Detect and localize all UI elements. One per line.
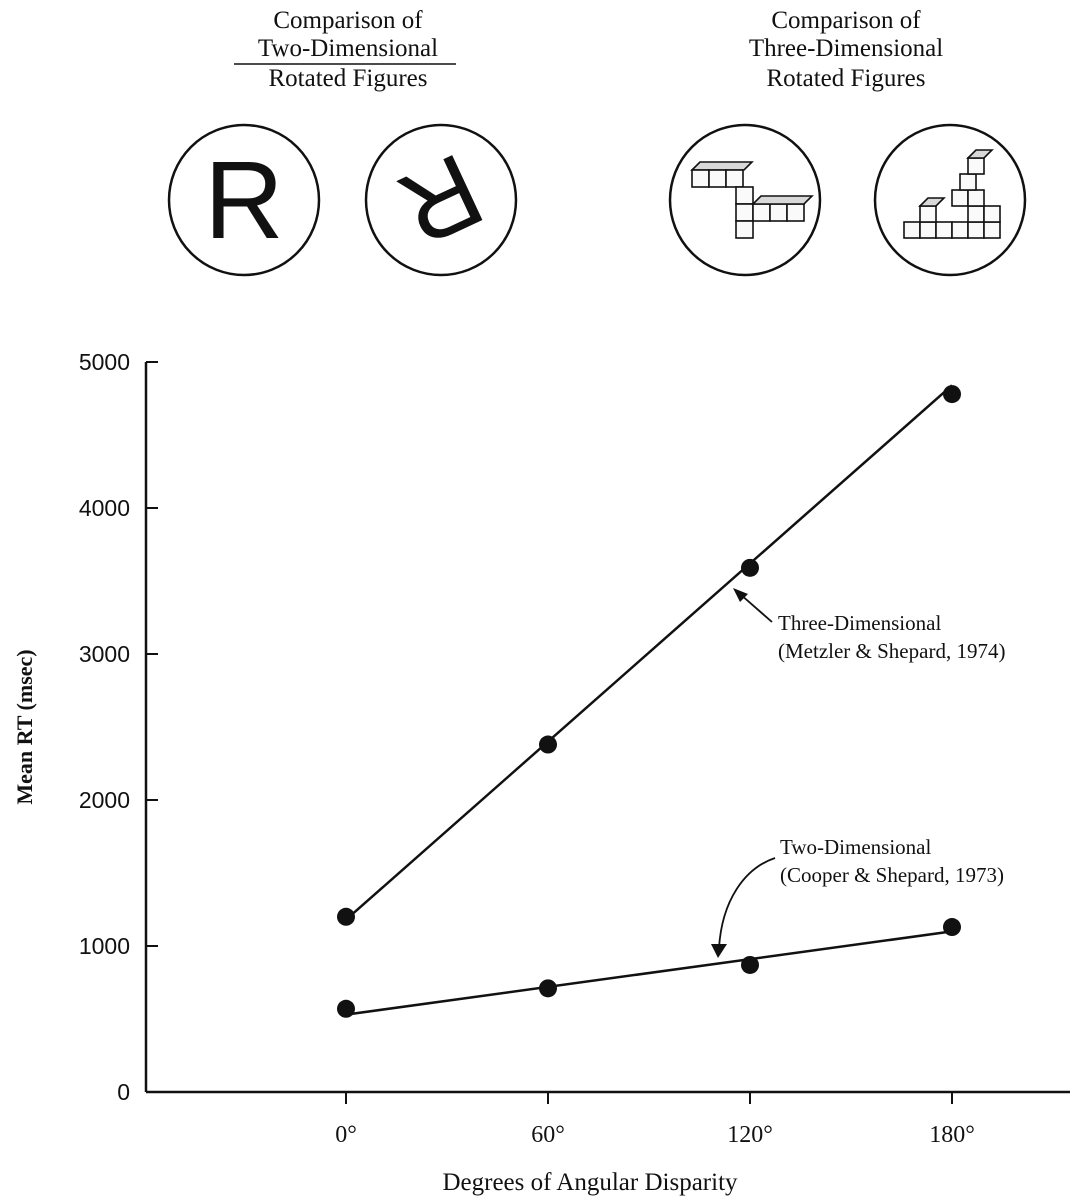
annotation-two-d-arrowhead-icon (711, 944, 727, 958)
y-tick-label: 2000 (79, 787, 130, 813)
y-ticks: 0 1000 2000 3000 4000 5000 (79, 349, 158, 1105)
annotation-two-d-line-2: (Cooper & Shepard, 1973) (780, 863, 1004, 887)
series-line-two_d (345, 930, 953, 1016)
figure-circle (873, 123, 1027, 277)
series-layer (337, 384, 961, 1018)
three-d-header-line-2: Three-Dimensional (749, 35, 943, 62)
data-point-three_d (539, 735, 557, 754)
three-d-header-line-1: Comparison of (771, 7, 921, 34)
annotation-three-d-arrowhead-icon (733, 588, 748, 602)
figure-circle (364, 123, 518, 277)
two-d-header-line-1: Comparison of (273, 7, 423, 34)
x-tick-label: 60° (531, 1122, 565, 1148)
data-point-two_d (741, 955, 759, 974)
annotation-three-d-arrow-line (739, 593, 773, 623)
three-d-header-line-3: Rotated Figures (766, 65, 925, 92)
x-axis-title: Degrees of Angular Disparity (442, 1169, 738, 1196)
y-tick-label: 3000 (79, 641, 130, 667)
x-tick-label: 0° (335, 1122, 357, 1148)
annotation-two-d-arrow-line (718, 857, 776, 949)
rotated-letter-figure: R (364, 123, 518, 277)
y-tick-label: 1000 (79, 933, 130, 959)
cube-structure-icon (903, 149, 1001, 239)
letter-r-rotated: R (382, 131, 499, 268)
figure-circle (668, 123, 822, 277)
x-tick-label: 180° (929, 1122, 975, 1148)
y-tick-label: 0 (117, 1079, 130, 1105)
letter-r-upright: R (204, 139, 283, 262)
annotation-two-d-line-1: Two-Dimensional (780, 835, 932, 859)
x-ticks: 0° 60° 120° 180° (335, 1092, 975, 1148)
x-tick-label: 120° (727, 1122, 773, 1148)
annotation-three-d-line-1: Three-Dimensional (778, 611, 941, 635)
data-point-two_d (943, 918, 961, 937)
three-d-header: Comparison of Three-Dimensional Rotated … (749, 7, 943, 92)
annotation-three-d-line-2: (Metzler & Shepard, 1974) (778, 639, 1005, 663)
y-tick-label: 4000 (79, 495, 130, 521)
data-point-three_d (337, 907, 355, 926)
two-d-header-line-3: Rotated Figures (268, 65, 427, 92)
cube-figure-a (668, 123, 822, 277)
cube-structure-icon (690, 161, 814, 239)
data-point-two_d (337, 999, 355, 1018)
cube-figure-b (873, 123, 1027, 277)
two-d-header: Comparison of Two-Dimensional Rotated Fi… (234, 7, 456, 92)
series-line-three_d (345, 384, 953, 921)
y-axis-title: Mean RT (msec) (12, 649, 37, 804)
data-point-two_d (539, 979, 557, 998)
two-d-header-line-2: Two-Dimensional (258, 35, 438, 62)
data-point-three_d (943, 385, 961, 404)
figure-circle (167, 123, 321, 277)
data-point-three_d (741, 558, 759, 577)
y-tick-label: 5000 (79, 349, 130, 375)
upright-letter-figure: R (167, 123, 321, 277)
annotation-three-d: Three-Dimensional (Metzler & Shepard, 19… (733, 588, 1005, 663)
annotation-two-d: Two-Dimensional (Cooper & Shepard, 1973) (711, 835, 1004, 958)
